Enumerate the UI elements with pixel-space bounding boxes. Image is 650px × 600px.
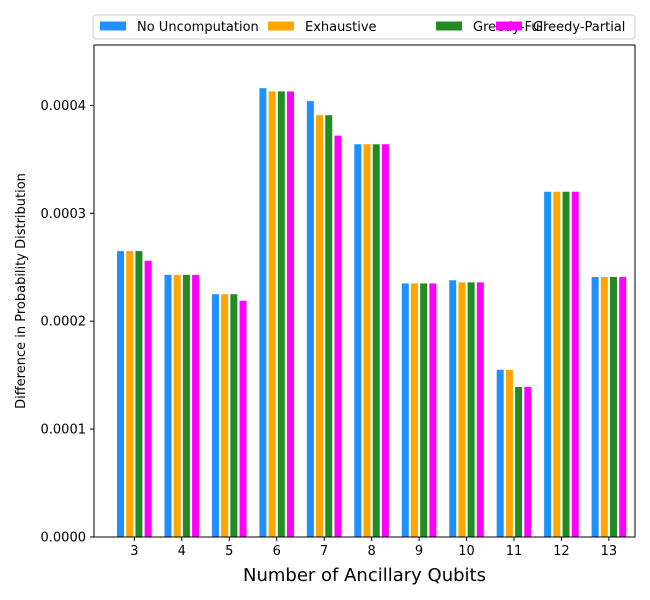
- bar-greedy-full-6: [277, 91, 285, 537]
- x-tick-label: 11: [506, 544, 523, 559]
- x-tick-label: 3: [130, 544, 138, 559]
- bar-no-uncomputation-4: [164, 274, 172, 537]
- x-tick-label: 6: [273, 544, 281, 559]
- bar-greedy-full-8: [372, 144, 380, 537]
- bar-exhaustive-4: [173, 274, 181, 537]
- bar-exhaustive-3: [126, 251, 134, 537]
- bar-no-uncomputation-7: [306, 101, 314, 538]
- legend-swatch: [436, 21, 462, 31]
- bar-greedy-partial-4: [192, 274, 200, 537]
- bar-exhaustive-9: [410, 283, 418, 537]
- bar-no-uncomputation-10: [449, 280, 457, 537]
- bar-greedy-partial-11: [524, 387, 532, 537]
- bar-exhaustive-11: [505, 369, 513, 537]
- bar-greedy-full-13: [609, 276, 617, 537]
- x-tick-label: 10: [458, 544, 475, 559]
- bar-no-uncomputation-8: [354, 144, 362, 537]
- x-tick-label: 9: [415, 544, 423, 559]
- bar-no-uncomputation-11: [496, 369, 504, 537]
- bar-greedy-full-11: [515, 387, 523, 537]
- x-tick-label: 4: [178, 544, 186, 559]
- bar-no-uncomputation-3: [117, 251, 125, 537]
- bar-no-uncomputation-9: [401, 283, 409, 537]
- y-axis-title: Difference in Probability Distribution: [14, 173, 29, 409]
- legend-label: Greedy-Partial: [533, 20, 625, 35]
- bar-greedy-partial-12: [571, 191, 579, 537]
- bar-exhaustive-12: [553, 191, 561, 537]
- bar-greedy-partial-8: [381, 144, 389, 537]
- bar-greedy-full-5: [230, 294, 238, 537]
- bar-exhaustive-6: [268, 91, 276, 537]
- x-tick-label: 7: [320, 544, 328, 559]
- x-tick-label: 5: [225, 544, 233, 559]
- legend-label: Exhaustive: [305, 20, 377, 35]
- legend-label: No Uncomputation: [137, 20, 259, 35]
- bar-greedy-partial-7: [334, 135, 342, 537]
- y-tick-label: 0.0003: [41, 207, 87, 222]
- bar-no-uncomputation-5: [211, 294, 219, 537]
- bar-exhaustive-8: [363, 144, 371, 537]
- bar-greedy-partial-9: [429, 283, 437, 537]
- bar-greedy-full-7: [325, 115, 333, 537]
- bar-greedy-full-12: [562, 191, 570, 537]
- y-tick-label: 0.0002: [41, 315, 87, 330]
- y-tick-label: 0.0001: [41, 423, 87, 438]
- x-tick-label: 8: [367, 544, 375, 559]
- bar-exhaustive-13: [600, 276, 608, 537]
- bar-greedy-full-9: [420, 283, 428, 537]
- bar-greedy-full-4: [182, 274, 190, 537]
- x-axis-ticks: 3 4 5 6 7 8 9 10 11 12 13: [130, 537, 617, 559]
- bar-greedy-partial-13: [619, 276, 627, 537]
- bar-greedy-partial-3: [144, 260, 152, 537]
- bars-group: [117, 88, 627, 538]
- bar-exhaustive-10: [458, 282, 466, 537]
- bar-exhaustive-5: [221, 294, 229, 537]
- bar-greedy-partial-5: [239, 300, 247, 537]
- x-tick-label: 13: [601, 544, 618, 559]
- legend-frame: [92, 14, 636, 40]
- bar-exhaustive-7: [316, 115, 324, 537]
- bar-no-uncomputation-6: [259, 88, 267, 537]
- x-axis-title: Number of Ancillary Qubits: [243, 565, 486, 586]
- legend-swatch: [496, 21, 522, 31]
- plot-frame: [93, 44, 636, 538]
- legend: No UncomputationExhaustiveGreedy-FullGre…: [92, 14, 636, 40]
- x-tick-label: 12: [553, 544, 570, 559]
- y-axis-ticks: 0.0000 0.0001 0.0002 0.0003 0.0004: [41, 99, 94, 546]
- bar-no-uncomputation-12: [544, 191, 552, 537]
- legend-swatch: [100, 21, 126, 31]
- bar-greedy-partial-6: [287, 91, 295, 537]
- y-tick-label: 0.0000: [41, 531, 87, 546]
- bar-greedy-full-10: [467, 282, 475, 537]
- bar-greedy-full-3: [135, 251, 143, 537]
- legend-swatch: [268, 21, 294, 31]
- y-tick-label: 0.0004: [41, 99, 87, 114]
- bar-no-uncomputation-13: [591, 276, 599, 537]
- bar-greedy-partial-10: [476, 282, 484, 537]
